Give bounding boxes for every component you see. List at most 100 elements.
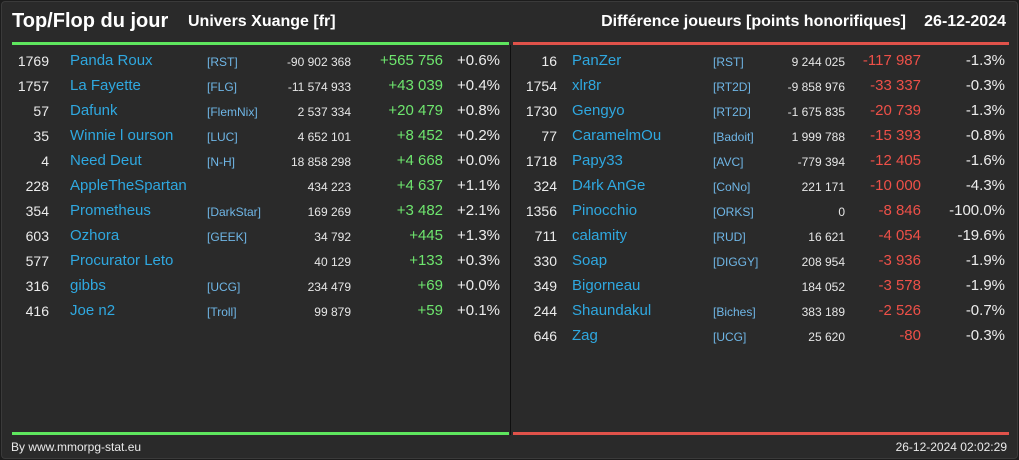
guild-tag-link[interactable]: [LUC]: [207, 130, 238, 144]
percent-change: -1.9%: [965, 277, 1005, 294]
bottom-divider-green: [12, 432, 509, 435]
player-name-link[interactable]: AppleTheSpartan: [70, 177, 187, 194]
points-delta: -80: [899, 327, 921, 344]
guild-tag-link[interactable]: [Biches]: [713, 305, 756, 319]
player-name-link[interactable]: Gengyo: [572, 102, 625, 119]
player-rank: 1356: [525, 203, 557, 219]
player-rank: 603: [25, 228, 49, 244]
player-total-points: 34 792: [314, 230, 351, 244]
percent-change: +0.1%: [457, 302, 500, 319]
top-losers-table: 16 PanZer [RST] 9 244 025 -117 987 -1.3% 1754 x…: [511, 50, 1019, 350]
player-name-link[interactable]: Zag: [572, 327, 598, 344]
player-name-link[interactable]: Need Deut: [70, 152, 142, 169]
player-name-link[interactable]: Prometheus: [70, 202, 151, 219]
points-delta: +133: [409, 252, 443, 269]
percent-change: -0.7%: [965, 302, 1005, 319]
player-name-link[interactable]: Dafunk: [70, 102, 118, 119]
table-row: 57 Dafunk [FlemNix] 2 537 334 +20 479 +0.8%: [2, 100, 510, 125]
player-name-link[interactable]: Ozhora: [70, 227, 120, 244]
points-delta: -3 578: [878, 277, 921, 294]
player-total-points: 184 052: [801, 280, 845, 294]
player-total-points: 221 171: [801, 180, 845, 194]
table-row: 16 PanZer [RST] 9 244 025 -117 987 -1.3%: [511, 50, 1019, 75]
player-name-link[interactable]: gibbs: [70, 277, 106, 294]
guild-tag-link[interactable]: [GEEK]: [207, 230, 248, 244]
points-delta: -20 739: [870, 102, 921, 119]
guild-tag-link[interactable]: [Troll]: [207, 305, 237, 319]
column-separator: [510, 45, 511, 435]
footer-credit[interactable]: By www.mmorpg-stat.eu: [11, 440, 142, 454]
player-total-points: 9 244 025: [791, 55, 845, 69]
guild-tag-link[interactable]: [DarkStar]: [207, 205, 262, 219]
percent-change: +0.8%: [457, 102, 500, 119]
table-row: 1718 Papy33 [AVC] -779 394 -12 405 -1.6%: [511, 150, 1019, 175]
player-name-link[interactable]: Panda Roux: [70, 52, 153, 69]
guild-tag-link[interactable]: [AVC]: [713, 155, 744, 169]
player-name-link[interactable]: Bigorneau: [572, 277, 641, 294]
percent-change: -1.6%: [965, 152, 1005, 169]
player-total-points: 25 620: [808, 330, 845, 344]
top-divider-green: [12, 42, 509, 45]
player-rank: 35: [33, 128, 49, 144]
player-rank: 1754: [525, 78, 557, 94]
percent-change: +0.0%: [457, 152, 500, 169]
player-total-points: 434 223: [307, 180, 351, 194]
player-rank: 77: [541, 128, 557, 144]
percent-change: +0.2%: [457, 127, 500, 144]
player-name-link[interactable]: Shaundakul: [572, 302, 652, 319]
player-name-link[interactable]: calamity: [572, 227, 628, 244]
universe-label: Univers Xuange [fr]: [188, 13, 336, 30]
guild-tag-link[interactable]: [FlemNix]: [207, 105, 258, 119]
guild-tag-link[interactable]: [CoNo]: [713, 180, 751, 194]
points-delta: -8 846: [878, 202, 921, 219]
guild-tag-link[interactable]: [UCG]: [713, 330, 747, 344]
table-row: 1730 Gengyo [RT2D] -1 675 835 -20 739 -1.3%: [511, 100, 1019, 125]
player-name-link[interactable]: Pinocchio: [572, 202, 638, 219]
player-name-link[interactable]: Soap: [572, 252, 608, 269]
player-total-points: 169 269: [307, 205, 351, 219]
player-name-link[interactable]: La Fayette: [70, 77, 141, 94]
guild-tag-link[interactable]: [RST]: [713, 55, 744, 69]
table-row: 244 Shaundakul [Biches] 383 189 -2 526 -0.7%: [511, 300, 1019, 325]
metric-label: Différence joueurs [points honorifiques]: [601, 13, 906, 30]
player-name-link[interactable]: CaramelmOu: [572, 127, 662, 144]
player-rank: 1757: [17, 78, 49, 94]
player-name-link[interactable]: D4rk AnGe: [572, 177, 646, 194]
guild-tag-link[interactable]: [N-H]: [207, 155, 235, 169]
points-delta: +4 637: [396, 177, 443, 194]
player-name-link[interactable]: Papy33: [572, 152, 623, 169]
percent-change: +1.1%: [457, 177, 500, 194]
table-row: 35 Winnie l ourson [LUC] 4 652 101 +8 452 +0.…: [2, 125, 510, 150]
player-total-points: 208 954: [801, 255, 845, 269]
guild-tag-link[interactable]: [RT2D]: [713, 105, 751, 119]
player-name-link[interactable]: Winnie l ourson: [70, 127, 174, 144]
player-total-points: 234 479: [307, 280, 351, 294]
player-total-points: 1 999 788: [791, 130, 845, 144]
guild-tag-link[interactable]: [RT2D]: [713, 80, 751, 94]
player-total-points: -90 902 368: [286, 55, 351, 69]
guild-tag-link[interactable]: [RST]: [207, 55, 238, 69]
player-total-points: 4 652 101: [297, 130, 351, 144]
player-name-link[interactable]: Joe n2: [70, 302, 116, 319]
guild-tag-link[interactable]: [RUD]: [713, 230, 746, 244]
guild-tag-link[interactable]: [ORKS]: [713, 205, 754, 219]
guild-tag-link[interactable]: [UCG]: [207, 280, 241, 294]
table-row: 1769 Panda Roux [RST] -90 902 368 +565 756 +0…: [2, 50, 510, 75]
page-title: Top/Flop du jour: [12, 10, 169, 32]
guild-tag-link[interactable]: [FLG]: [207, 80, 238, 94]
player-total-points: 99 879: [314, 305, 351, 319]
player-name-link[interactable]: PanZer: [572, 52, 622, 69]
points-delta: -33 337: [870, 77, 921, 94]
guild-tag-link[interactable]: [Badoit]: [713, 130, 754, 144]
points-delta: +43 039: [388, 77, 443, 94]
player-name-link[interactable]: xlr8r: [572, 77, 602, 94]
player-rank: 330: [533, 253, 557, 269]
percent-change: -0.3%: [965, 327, 1005, 344]
bottom-divider-red: [513, 432, 1009, 435]
points-delta: -12 405: [870, 152, 921, 169]
table-row: 416 Joe n2 [Troll] 99 879 +59 +0.1%: [2, 300, 510, 325]
player-name-link[interactable]: Procurator Leto: [70, 252, 174, 269]
guild-tag-link[interactable]: [DIGGY]: [713, 255, 759, 269]
percent-change: +0.4%: [457, 77, 500, 94]
